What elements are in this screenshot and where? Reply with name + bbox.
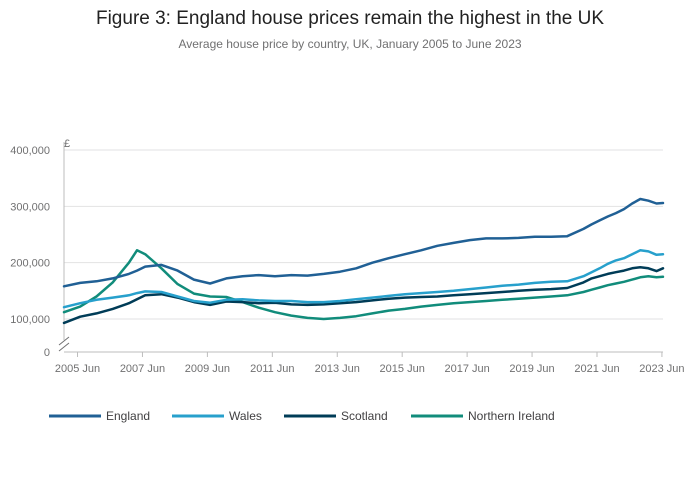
y-axis-ticks: 0 100,000 200,000 300,000 400,000: [10, 145, 50, 359]
y-axis-unit-label: £: [64, 138, 70, 150]
legend-item-northern-ireland[interactable]: Northern Ireland: [411, 409, 555, 423]
y-tick-label-2: 200,000: [10, 258, 50, 270]
x-tick-label-9: 2023 Jun: [639, 363, 684, 375]
series-line-wales: [62, 249, 665, 309]
gridlines: [64, 149, 663, 320]
series-line-england: [62, 197, 665, 288]
y-tick-label-3: 300,000: [10, 201, 50, 213]
series-line-scotland: [62, 265, 665, 325]
x-tick-label-4: 2013 Jun: [315, 363, 360, 375]
x-tick-label-8: 2021 Jun: [574, 363, 619, 375]
x-tick-label-2: 2009 Jun: [185, 363, 230, 375]
legend-label-northern-ireland: Northern Ireland: [468, 409, 555, 423]
legend-item-england[interactable]: England: [49, 409, 150, 423]
legend-label-england: England: [106, 409, 150, 423]
series-lines: [62, 197, 665, 325]
legend-item-scotland[interactable]: Scotland: [284, 409, 388, 423]
x-tick-label-6: 2017 Jun: [444, 363, 489, 375]
legend-label-wales: Wales: [229, 409, 262, 423]
legend-label-scotland: Scotland: [341, 409, 388, 423]
x-tick-label-7: 2019 Jun: [509, 363, 554, 375]
legend[interactable]: England Wales Scotland Northern Ireland: [49, 409, 555, 423]
x-tick-label-0: 2005 Jun: [55, 363, 100, 375]
y-tick-label-1: 100,000: [10, 314, 50, 326]
x-tick-label-3: 2011 Jun: [250, 363, 294, 375]
chart-title: Figure 3: England house prices remain th…: [96, 8, 604, 29]
axis-break-stroke-1: [58, 336, 70, 346]
x-axis-ticks: 2005 Jun 2007 Jun 2009 Jun 2011 Jun 2013 Jun…: [55, 352, 685, 375]
y-tick-label-0: 0: [44, 347, 50, 359]
y-tick-label-4: 400,000: [10, 145, 50, 157]
chart-subtitle: Average house price by country, UK, Janu…: [178, 37, 521, 51]
legend-item-wales[interactable]: Wales: [172, 409, 262, 423]
axes: [58, 142, 663, 353]
axis-break-stroke-2: [58, 342, 70, 352]
series-line-northern-ireland: [62, 249, 665, 321]
x-tick-label-5: 2015 Jun: [380, 363, 425, 375]
axis-break-marker: [58, 336, 70, 352]
x-tick-label-1: 2007 Jun: [120, 363, 165, 375]
